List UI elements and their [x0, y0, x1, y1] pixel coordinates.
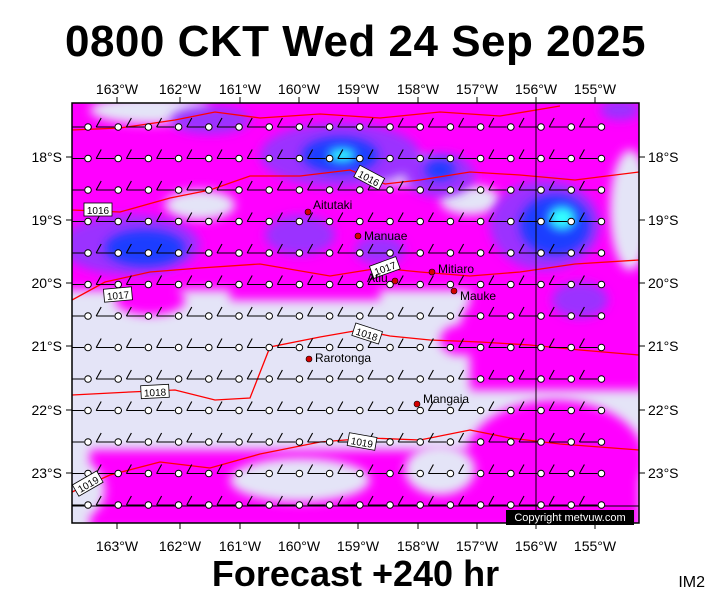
town-dot-rarotonga: [305, 355, 313, 363]
lat-label: 19°S: [31, 212, 62, 228]
isobar-label: 1019: [350, 436, 374, 451]
tick-marks: [66, 97, 645, 529]
town-label-mangaia: Mangaia: [423, 392, 469, 406]
lat-label: 23°S: [648, 465, 679, 481]
isobar-1016: [72, 169, 639, 213]
lon-label: 163°W: [96, 538, 139, 554]
town-label-manuae: Manuae: [364, 229, 408, 243]
copyright-badge: Copyright metvuw.com: [506, 510, 634, 525]
isobar-1017: [72, 259, 639, 301]
town-dot-mitiaro: [428, 268, 436, 276]
isobar-label: 1018: [144, 387, 167, 399]
town-label-rarotonga: Rarotonga: [315, 351, 371, 365]
lat-labels-left: 18°S 19°S 20°S 21°S 22°S 23°S: [31, 149, 62, 481]
lat-labels-right: 18°S 19°S 20°S 21°S 22°S 23°S: [648, 149, 679, 481]
map-title: 0800 CKT Wed 24 Sep 2025: [64, 17, 647, 66]
lon-label: 161°W: [219, 538, 262, 554]
town-label-mitiaro: Mitiaro: [438, 262, 474, 276]
lon-label: 160°W: [278, 81, 321, 97]
town-label-mauke: Mauke: [460, 289, 496, 303]
isobar-label: 1017: [107, 290, 131, 303]
lon-label: 161°W: [219, 81, 262, 97]
forecast-horizon: Forecast +240 hr: [211, 553, 500, 594]
lon-labels-bottom: 163°W 162°W 161°W 160°W 159°W 158°W 157°…: [96, 538, 617, 554]
lon-label: 163°W: [96, 81, 139, 97]
image-code: IM2: [678, 574, 705, 591]
town-label-aitutaki: Aitutaki: [313, 198, 352, 212]
isobar-label: 1016: [87, 206, 110, 217]
lon-label: 158°W: [397, 538, 440, 554]
town-dot-mauke: [450, 287, 458, 295]
isobar-1019: [72, 429, 639, 493]
lon-labels-top: 163°W 162°W 161°W 160°W 159°W 158°W 157°…: [96, 81, 617, 97]
lat-label: 18°S: [648, 149, 679, 165]
lon-label: 162°W: [159, 81, 202, 97]
lon-label: 156°W: [515, 81, 558, 97]
lat-label: 22°S: [648, 402, 679, 418]
copyright-text: Copyright metvuw.com: [514, 512, 625, 524]
lon-label: 162°W: [159, 538, 202, 554]
lon-label: 157°W: [456, 538, 499, 554]
lat-label: 21°S: [648, 338, 679, 354]
lon-label: 155°W: [574, 81, 617, 97]
lon-label: 160°W: [278, 538, 321, 554]
lat-label: 18°S: [31, 149, 62, 165]
town-label-atiu: Atiu: [367, 271, 388, 285]
map-frame: [71, 102, 640, 524]
lon-label: 157°W: [456, 81, 499, 97]
lat-label: 23°S: [31, 465, 62, 481]
lon-label: 158°W: [397, 81, 440, 97]
town-dot-aitutaki: [304, 208, 312, 216]
wind-barb: [66, 528, 91, 540]
lat-label: 19°S: [648, 212, 679, 228]
lat-label: 20°S: [31, 275, 62, 291]
lon-label: 159°W: [337, 538, 380, 554]
lon-label: 156°W: [515, 538, 558, 554]
lon-label: 159°W: [337, 81, 380, 97]
isobar-1018: [72, 329, 639, 401]
town-dot-mangaia: [413, 400, 421, 408]
lat-label: 20°S: [648, 275, 679, 291]
lat-label: 21°S: [31, 338, 62, 354]
town-dot-manuae: [354, 232, 362, 240]
lon-label: 155°W: [574, 538, 617, 554]
town-markers: Aitutaki Manuae Mitiaro Atiu Mauke Rarot…: [304, 198, 496, 408]
lat-label: 22°S: [31, 402, 62, 418]
town-dot-atiu: [391, 277, 399, 285]
